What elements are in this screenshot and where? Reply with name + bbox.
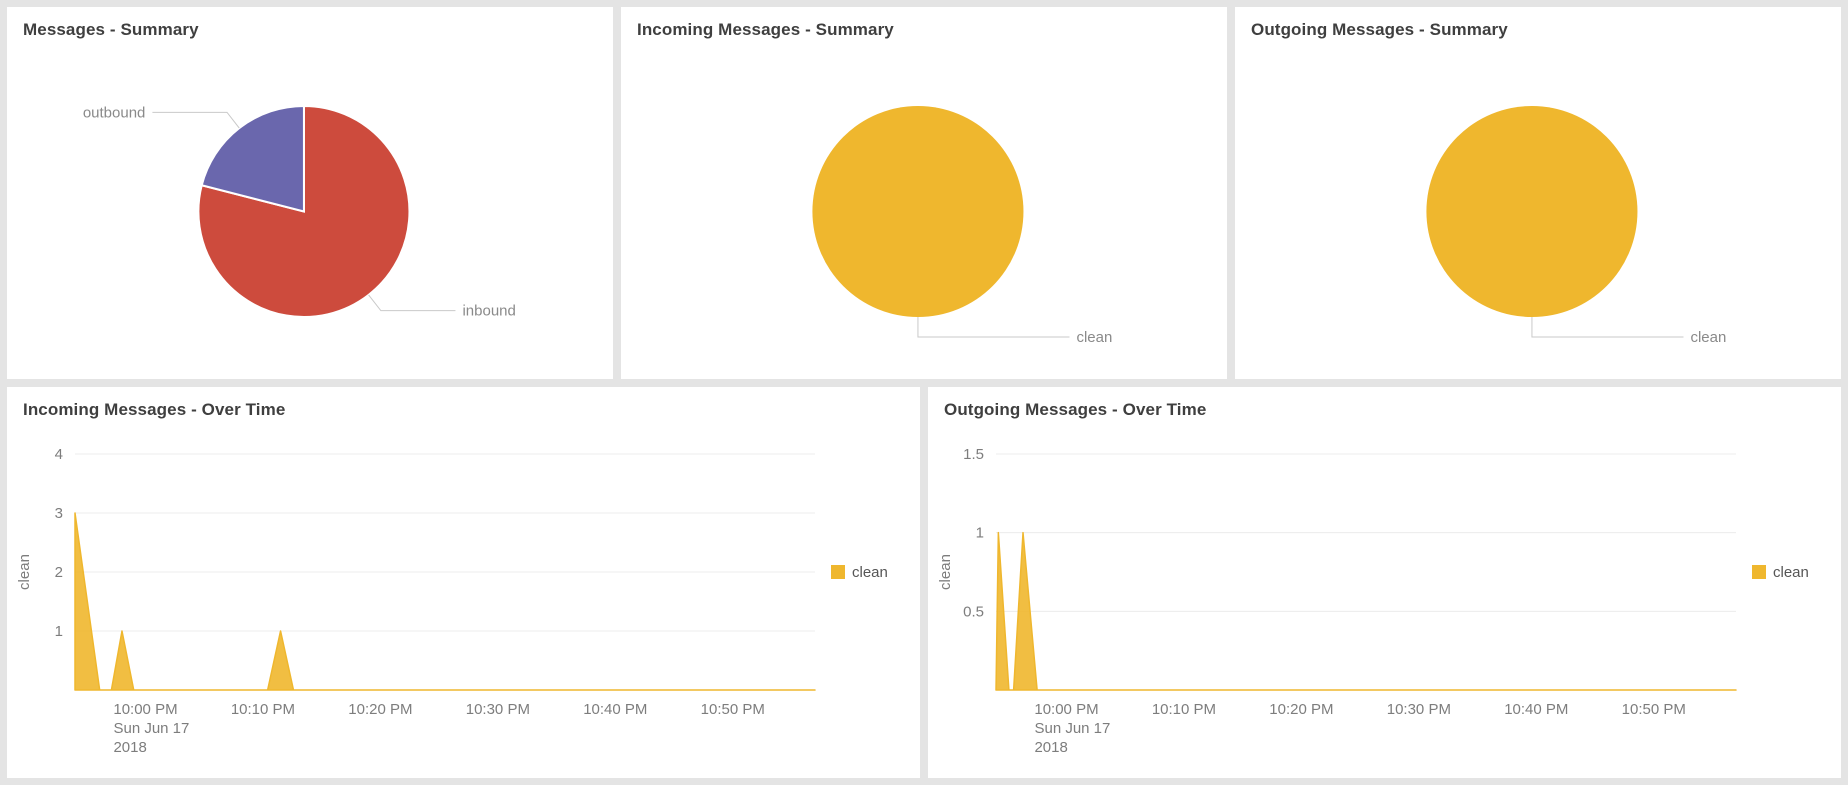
- pie-label-leader-line: [152, 111, 240, 129]
- legend-label: clean: [852, 564, 888, 581]
- incoming-messages-over-time-area-chart: 1 2 3 4 clean 10:00 PM Sun Jun 17 2018 10:10 PM 1…: [7, 424, 920, 778]
- area-chart-svg: 0.5 1 1.5 clean 10:00 PM Sun Jun 17 2018 10:10 …: [937, 446, 1809, 756]
- x-tick-label: 10:30 PM: [1387, 701, 1451, 718]
- legend-item[interactable]: clean: [1752, 564, 1809, 581]
- area-series-clean[interactable]: [995, 531, 1737, 691]
- panel-incoming-messages-over-time: Incoming Messages - Over Time 1 2 3 4 clean 1…: [7, 387, 920, 778]
- y-tick-label: 4: [55, 446, 63, 463]
- x-tick-date-subline: 2018: [1034, 739, 1067, 756]
- pie-chart-svg: clean: [812, 105, 1112, 346]
- panel-title: Outgoing Messages - Over Time: [944, 400, 1207, 419]
- panel-title: Outgoing Messages - Summary: [1251, 20, 1508, 39]
- panel-outgoing-messages-summary: Outgoing Messages - Summary clean: [1235, 7, 1841, 379]
- y-tick-label: 3: [55, 505, 63, 522]
- y-axis-title: clean: [937, 554, 954, 590]
- pie-label-leader-line: [368, 294, 456, 312]
- outgoing-messages-over-time-area-chart: 0.5 1 1.5 clean 10:00 PM Sun Jun 17 2018 10:10 …: [928, 424, 1841, 778]
- panel-incoming-messages-summary: Incoming Messages - Summary clean: [621, 7, 1227, 379]
- pie-slice-clean[interactable]: [1426, 105, 1638, 318]
- y-tick-label: 1.5: [963, 446, 984, 463]
- pie-slice-label: outbound: [83, 104, 146, 121]
- x-tick-date-subline: 2018: [113, 739, 146, 756]
- y-tick-label: 1: [976, 525, 984, 542]
- y-axis-title: clean: [16, 554, 33, 590]
- x-tick-date-subline: Sun Jun 17: [1034, 720, 1110, 737]
- incoming-messages-summary-pie-chart: clean: [621, 44, 1227, 379]
- legend-swatch: [1752, 565, 1766, 579]
- y-tick-label: 1: [55, 623, 63, 640]
- x-tick-label: 10:30 PM: [466, 701, 530, 718]
- x-tick-label: 10:00 PM: [113, 701, 177, 718]
- x-tick-label: 10:20 PM: [348, 701, 412, 718]
- area-series-clean[interactable]: [74, 512, 816, 691]
- pie-slice-label: inbound: [462, 303, 515, 320]
- panel-title: Incoming Messages - Summary: [637, 20, 894, 39]
- legend-item[interactable]: clean: [831, 564, 888, 581]
- pie-slice-outbound[interactable]: [200, 104, 305, 213]
- panel-messages-summary: Messages - Summary inbound outbound: [7, 7, 613, 379]
- pie-chart-svg: inbound outbound: [83, 104, 516, 320]
- panel-outgoing-messages-over-time: Outgoing Messages - Over Time 0.5 1 1.5 cle…: [928, 387, 1841, 778]
- panel-title: Messages - Summary: [23, 20, 199, 39]
- x-tick-label: 10:40 PM: [1504, 701, 1568, 718]
- pie-chart-svg: clean: [1426, 105, 1726, 346]
- pie-slice-clean[interactable]: [812, 105, 1024, 318]
- x-tick-label: 10:50 PM: [701, 701, 765, 718]
- x-tick-label: 10:10 PM: [1152, 701, 1216, 718]
- pie-label-leader-line: [917, 317, 1070, 338]
- x-tick-label: 10:50 PM: [1622, 701, 1686, 718]
- area-chart-svg: 1 2 3 4 clean 10:00 PM Sun Jun 17 2018 10:10 PM 1…: [16, 446, 888, 756]
- pie-slice-label: clean: [1076, 329, 1112, 346]
- legend-label: clean: [1773, 564, 1809, 581]
- x-tick-label: 10:20 PM: [1269, 701, 1333, 718]
- y-tick-label: 2: [55, 564, 63, 581]
- x-tick-label: 10:00 PM: [1034, 701, 1098, 718]
- outgoing-messages-summary-pie-chart: clean: [1235, 44, 1841, 379]
- panel-title: Incoming Messages - Over Time: [23, 400, 286, 419]
- y-tick-label: 0.5: [963, 603, 984, 620]
- x-tick-date-subline: Sun Jun 17: [113, 720, 189, 737]
- pie-slice-inbound[interactable]: [197, 104, 411, 319]
- x-tick-label: 10:40 PM: [583, 701, 647, 718]
- legend-swatch: [831, 565, 845, 579]
- messages-summary-pie-chart: inbound outbound: [7, 44, 613, 379]
- pie-label-leader-line: [1531, 317, 1684, 338]
- x-tick-label: 10:10 PM: [231, 701, 295, 718]
- pie-slice-label: clean: [1690, 329, 1726, 346]
